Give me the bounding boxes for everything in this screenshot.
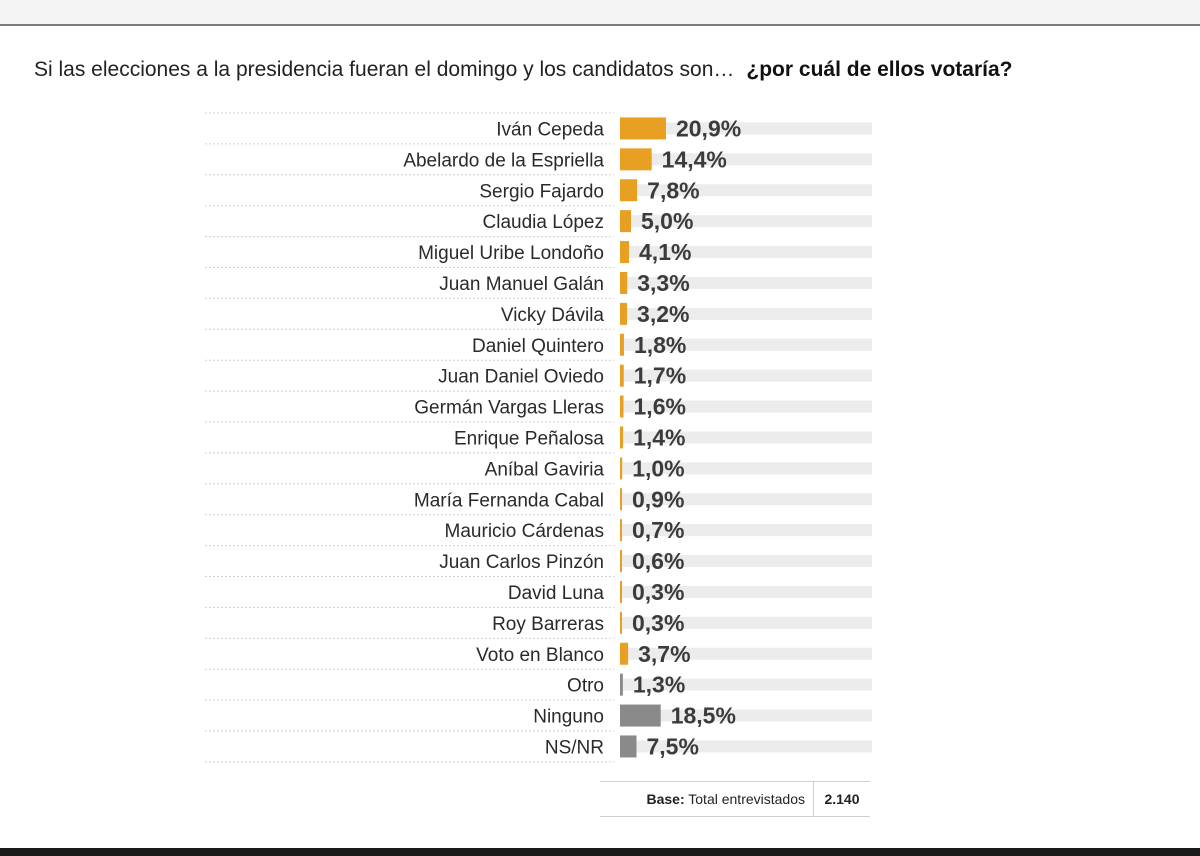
bar: [620, 735, 637, 758]
value-label: 14,4%: [662, 146, 727, 172]
bar-track: [620, 431, 872, 444]
bar-track: [620, 524, 872, 537]
category-label: Iván Cepeda: [496, 119, 604, 140]
bar: [620, 550, 622, 573]
bar-track: [620, 215, 872, 228]
title-text: Si las elecciones a la presidencia fuera…: [34, 58, 735, 81]
category-label: NS/NR: [545, 737, 604, 758]
base-label: Base: Total entrevistados: [600, 782, 814, 816]
bar: [620, 333, 624, 356]
bar: [620, 457, 623, 480]
base-value: 2.140: [824, 791, 860, 807]
value-label: 3,3%: [637, 270, 689, 296]
bar: [620, 580, 622, 603]
bar-track: [620, 678, 872, 691]
bar-track: [620, 462, 872, 475]
bar-track: [620, 246, 872, 259]
category-label: Abelardo de la Espriella: [403, 150, 604, 171]
bar: [620, 117, 666, 140]
bar-track: [620, 338, 872, 351]
question-text: ¿por cuál de ellos votaría?: [746, 58, 1013, 81]
bar-track: [620, 493, 872, 506]
bar: [620, 210, 631, 233]
bar-track: [620, 585, 872, 598]
bar: [620, 611, 622, 634]
bar: [620, 488, 622, 511]
category-label: Claudia López: [483, 212, 604, 233]
bar-track: [620, 400, 872, 413]
category-label: Otro: [567, 676, 604, 697]
bar: [620, 179, 638, 202]
bar: [620, 271, 628, 294]
bar-track: [620, 369, 872, 382]
category-label: Juan Daniel Oviedo: [438, 367, 604, 388]
category-label: María Fernanda Cabal: [414, 490, 604, 511]
value-label: 5,0%: [641, 208, 693, 234]
value-label: 1,0%: [632, 455, 684, 481]
top-band: [0, 0, 1200, 26]
category-label: Vicky Dávila: [501, 305, 605, 326]
category-label: David Luna: [508, 583, 605, 604]
value-label: 0,3%: [632, 610, 684, 636]
category-label: Juan Carlos Pinzón: [439, 552, 604, 573]
bar: [620, 241, 630, 264]
value-label: 7,8%: [647, 177, 699, 203]
category-label: Aníbal Gaviria: [485, 459, 605, 480]
bar: [620, 426, 624, 449]
bar: [620, 302, 628, 325]
category-label: Enrique Peñalosa: [454, 428, 604, 449]
value-label: 0,7%: [632, 517, 684, 543]
value-label: 3,2%: [637, 301, 689, 327]
value-label: 1,3%: [633, 672, 685, 698]
category-label: Germán Vargas Lleras: [414, 398, 604, 419]
bar-track: [620, 184, 872, 197]
value-label: 0,6%: [632, 548, 684, 574]
category-label: Ninguno: [533, 707, 604, 728]
bar: [620, 395, 624, 418]
value-label: 0,9%: [632, 486, 684, 512]
value-label: 7,5%: [647, 733, 699, 759]
category-label: Miguel Uribe Londoño: [418, 243, 604, 264]
bar: [620, 148, 652, 171]
bar-track: [620, 276, 872, 289]
value-label: 1,6%: [634, 394, 686, 420]
bar: [620, 642, 629, 665]
bar-track: [620, 122, 872, 135]
value-label: 1,7%: [634, 363, 686, 389]
value-label: 0,3%: [632, 579, 684, 605]
category-label: Sergio Fajardo: [479, 181, 604, 202]
base-label-bold: Base:: [646, 791, 685, 807]
value-label: 1,4%: [633, 424, 685, 450]
bar-track: [620, 307, 872, 320]
value-label: 20,9%: [676, 115, 741, 141]
bar-track: [620, 709, 872, 722]
value-label: 4,1%: [639, 239, 691, 265]
bar: [620, 519, 622, 542]
bar-track: [620, 616, 872, 629]
bar-track: [620, 555, 872, 568]
base-text: Total entrevistados: [688, 791, 805, 807]
bar-track: [620, 740, 872, 753]
bar: [620, 673, 623, 696]
value-label: 3,7%: [638, 641, 690, 667]
base-box: Base: Total entrevistados 2.140: [600, 781, 870, 817]
bar-track: [620, 153, 872, 166]
bottom-band: [0, 848, 1200, 856]
category-label: Daniel Quintero: [472, 336, 604, 357]
chart-title: Si las elecciones a la presidencia fuera…: [34, 58, 1194, 82]
category-label: Roy Barreras: [492, 614, 604, 635]
value-label: 1,8%: [634, 332, 686, 358]
bar-track: [620, 647, 872, 660]
category-label: Voto en Blanco: [476, 645, 604, 666]
category-label: Juan Manuel Galán: [439, 274, 604, 295]
bar: [620, 364, 624, 387]
category-label: Mauricio Cárdenas: [445, 521, 604, 542]
bar: [620, 704, 661, 727]
value-label: 18,5%: [671, 703, 736, 729]
